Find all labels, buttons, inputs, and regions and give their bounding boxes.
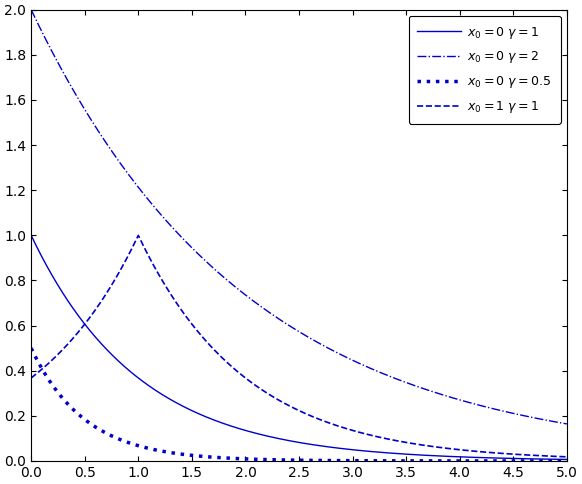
$x_0=0$ $\gamma=2$ (376, 369, 383, 375)
$x_0=0$ $\gamma=1$ (376, 449, 383, 455)
$x_0=0$ $\gamma=2$ (563, 421, 570, 427)
$x_0=0$ $\gamma=1$ (563, 456, 570, 462)
Line: $x_0=0$ $\gamma=1$: $x_0=0$ $\gamma=1$ (31, 235, 567, 459)
$x_0=0$ $\gamma=0.5$ (125, 440, 132, 446)
$x_0=0$ $\gamma=1$ (468, 454, 475, 460)
$x_0=0$ $\gamma=2$ (125, 171, 132, 177)
$x_0=1$ $\gamma=1$ (232, 367, 239, 373)
$x_0=1$ $\gamma=1$ (135, 232, 142, 238)
Line: $x_0=0$ $\gamma=0.5$: $x_0=0$ $\gamma=0.5$ (31, 348, 567, 461)
$x_0=0$ $\gamma=0.5$ (232, 455, 239, 461)
$x_0=1$ $\gamma=1$ (563, 454, 570, 460)
$x_0=0$ $\gamma=2$ (28, 7, 35, 13)
$x_0=1$ $\gamma=1$ (28, 375, 35, 381)
$x_0=0$ $\gamma=2$ (232, 285, 239, 290)
Legend: $x_0=0$ $\gamma=1$, $x_0=0$ $\gamma=2$, $x_0=0$ $\gamma=0.5$, $x_0=1$ $\gamma=1$: $x_0=0$ $\gamma=1$, $x_0=0$ $\gamma=2$, … (409, 16, 560, 124)
$x_0=0$ $\gamma=0.5$ (28, 345, 35, 351)
$x_0=1$ $\gamma=1$ (376, 434, 383, 440)
Line: $x_0=1$ $\gamma=1$: $x_0=1$ $\gamma=1$ (31, 235, 567, 457)
$x_0=0$ $\gamma=2$ (349, 357, 356, 363)
$x_0=0$ $\gamma=0.5$ (563, 458, 570, 464)
$x_0=0$ $\gamma=0.5$ (376, 458, 383, 464)
$x_0=0$ $\gamma=1$ (232, 424, 239, 430)
$x_0=0$ $\gamma=2$ (468, 400, 475, 406)
$x_0=0$ $\gamma=0.5$ (349, 458, 356, 464)
$x_0=1$ $\gamma=1$ (469, 448, 475, 454)
$x_0=1$ $\gamma=1$ (428, 443, 435, 449)
$x_0=0$ $\gamma=1$ (427, 453, 434, 458)
$x_0=0$ $\gamma=0.5$ (427, 458, 434, 464)
$x_0=0$ $\gamma=0.5$ (468, 458, 475, 464)
$x_0=0$ $\gamma=1$ (125, 367, 132, 373)
$x_0=1$ $\gamma=1$ (125, 252, 132, 258)
$x_0=0$ $\gamma=2$ (427, 388, 434, 394)
$x_0=0$ $\gamma=1$ (28, 232, 35, 238)
Line: $x_0=0$ $\gamma=2$: $x_0=0$ $\gamma=2$ (31, 10, 567, 424)
$x_0=0$ $\gamma=1$ (349, 447, 356, 453)
$x_0=1$ $\gamma=1$ (349, 427, 356, 433)
